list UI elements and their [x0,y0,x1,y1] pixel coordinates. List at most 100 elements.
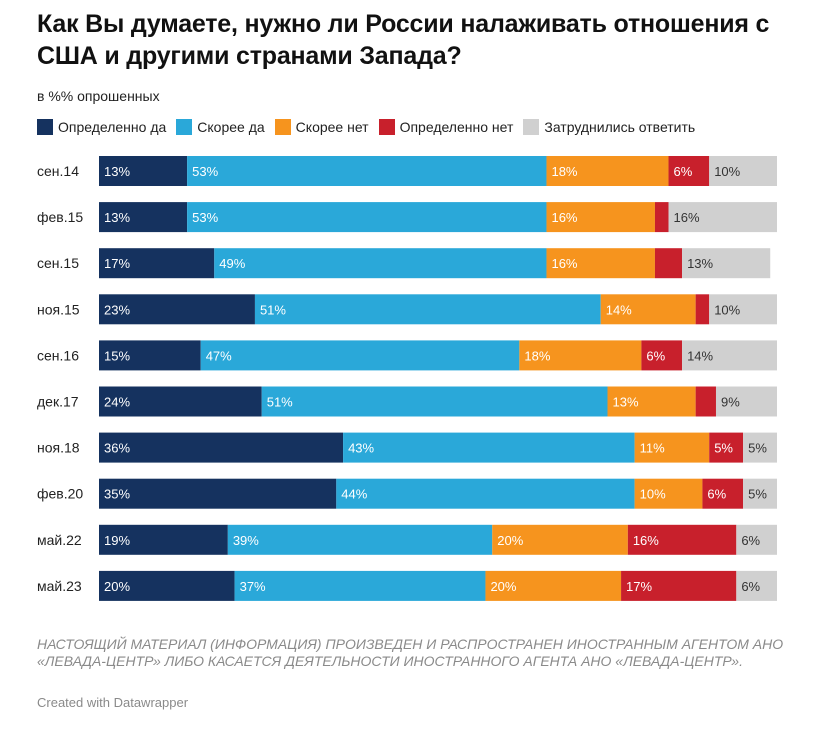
bar-segment [682,248,771,279]
credit: Created with Datawrapper [37,695,189,710]
bar-segment [607,386,696,417]
bar-segment [99,432,344,463]
bar-segment [99,202,188,233]
chart-title: Как Вы думаете, нужно ли России налажива… [37,10,770,70]
bar-segment [668,202,777,233]
data-label: 14% [687,348,713,363]
bar-segment [695,386,716,417]
legend-swatch [37,119,53,135]
footer-note: НАСТОЯЩИЙ МАТЕРИАЛ (ИНФОРМАЦИЯ) ПРОИЗВЕД… [37,636,784,669]
category-label: дек.17 [37,394,79,410]
bar-segment [99,156,188,186]
bar-segment [200,340,520,371]
data-label: 53% [192,210,218,225]
bar-segment [254,294,601,325]
bar-segment [736,570,777,601]
data-label: 6% [741,579,760,594]
data-label: 35% [104,487,130,502]
bar-segment [99,524,228,555]
category-label: ноя.15 [37,301,80,317]
data-label: 5% [714,441,733,456]
data-label: 11% [640,441,665,456]
category-label: май.22 [37,532,82,548]
bar-segment [736,524,777,555]
bar-segment [743,478,777,509]
legend-item-rather-yes: Скорее да [176,119,265,135]
bar-segment [702,478,744,509]
data-label: 49% [219,256,245,271]
data-label: 44% [341,487,367,502]
data-label: 20% [497,533,523,548]
legend-item-undecided: Затруднились ответить [523,119,695,135]
legend-label: Затруднились ответить [544,119,696,135]
data-label: 13% [687,256,713,271]
data-label: 16% [551,210,577,225]
bar-segment [519,340,642,371]
legend-swatch [378,119,395,135]
legend-swatch [176,119,193,135]
bar-segment [641,340,683,371]
data-label: 20% [490,579,516,594]
data-label: 13% [104,164,130,179]
data-label: 17% [104,256,130,271]
bar-segment [99,340,201,371]
bar-segment [187,202,547,233]
bar-segment [492,524,628,555]
bar-segment [99,248,215,279]
bar-segment [634,478,703,509]
legend-item-definitely-no: Определенно нет [378,119,514,135]
bar-segment [546,248,655,279]
chart-subtitle: в %% опрошенных [37,88,160,104]
bar-segment [234,570,486,601]
bar-segment [546,202,655,233]
bar-segment [600,294,696,325]
category-label: фев.20 [37,486,83,502]
legend-swatch [274,119,291,135]
bar-segment [187,156,547,186]
data-label: 43% [348,441,374,456]
data-label: 24% [104,395,130,410]
data-label: 10% [714,164,740,179]
bar-segment [336,478,635,509]
bar-segment [709,156,777,186]
category-label: сен.14 [37,163,79,179]
data-label: 16% [633,533,659,548]
bar-segment [99,478,337,509]
data-label: 6% [741,533,760,548]
bar-segment [709,432,744,463]
bar-segment [343,432,635,463]
bar-segment [743,432,777,463]
data-label: 6% [707,487,726,502]
data-label: 17% [626,579,652,594]
legend: Определенно да Скорее да Скорее нет Опре… [37,119,705,135]
data-label: 51% [260,302,286,317]
bar-segment [627,524,737,555]
data-label: 13% [613,395,639,410]
legend-label: Определенно нет [399,119,514,135]
data-label: 18% [524,348,550,363]
data-label: 23% [104,302,130,317]
category-label: май.23 [37,578,82,594]
legend-label: Определенно да [58,119,167,135]
data-label: 15% [104,348,130,363]
bar-segment [695,294,710,325]
data-label: 16% [674,210,700,225]
data-label: 13% [104,210,130,225]
bar-segment [709,294,777,325]
legend-swatch [523,119,540,135]
legend-item-rather-no: Скорее нет [274,119,369,135]
bar-segment [214,248,547,279]
data-label: 51% [267,395,293,410]
data-label: 53% [192,164,218,179]
data-label: 6% [646,348,665,363]
data-label: 5% [748,441,767,456]
bar-segment [654,202,669,233]
data-label: 19% [104,533,130,548]
data-label: 10% [714,302,740,317]
category-label: фев.15 [37,209,83,225]
data-label: 5% [748,487,767,502]
data-label: 9% [721,395,740,410]
data-label: 6% [674,164,693,179]
bar-segment [99,294,255,325]
stacked-bar-chart: сен.14 13% 53% 18% 6% 10% фев.15 13% 53% 16% 16% се… [37,156,777,601]
